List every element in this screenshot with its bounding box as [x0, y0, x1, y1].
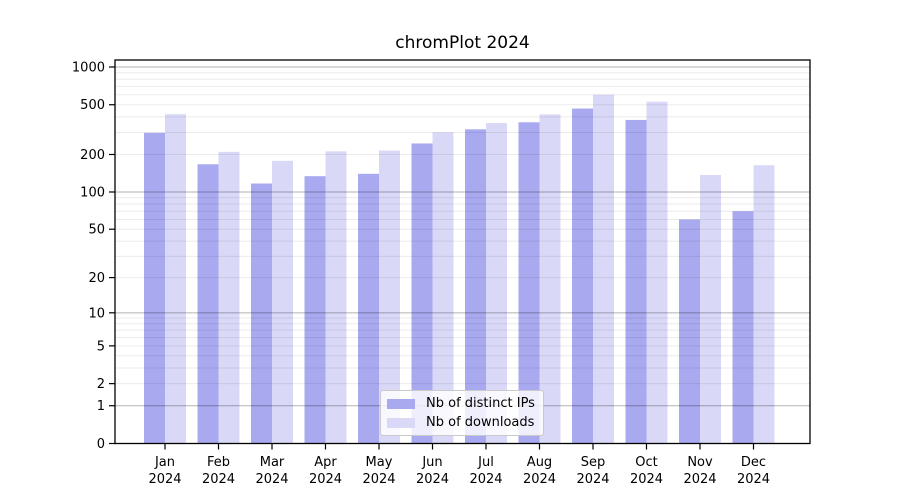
- bar-aug-downloads: [539, 114, 561, 444]
- bar-sep-downloads: [593, 94, 614, 444]
- bar-jul-downloads: [486, 123, 507, 444]
- x-tick-label-month: Jul: [477, 455, 494, 470]
- x-tick-label-year: 2024: [683, 472, 716, 487]
- bar-oct-distinct-ips: [625, 119, 647, 444]
- y-tick-label: 1: [97, 399, 105, 414]
- x-tick-label-year: 2024: [202, 472, 235, 487]
- bar-sep-distinct-ips: [572, 108, 593, 444]
- chart-title: chromPlot 2024: [395, 33, 530, 53]
- x-tick-label-month: Apr: [314, 455, 337, 470]
- bar-aug-distinct-ips: [518, 122, 540, 444]
- x-tick-label-month: Mar: [260, 455, 285, 470]
- x-tick-label-year: 2024: [576, 472, 609, 487]
- x-tick-label-month: Jan: [154, 455, 175, 470]
- x-tick-label-year: 2024: [630, 472, 663, 487]
- y-tick-label: 20: [88, 271, 105, 286]
- y-tick-label: 5: [97, 339, 105, 354]
- bar-feb-distinct-ips: [197, 164, 219, 444]
- x-tick-label-month: Feb: [207, 455, 230, 470]
- bar-jun-downloads: [432, 132, 454, 444]
- x-tick-label-month: Oct: [635, 455, 657, 470]
- bar-dec-downloads: [753, 165, 775, 444]
- y-tick-label: 10: [88, 306, 105, 321]
- bar-jul-distinct-ips: [465, 129, 486, 444]
- x-tick-label-month: Jun: [421, 455, 442, 470]
- x-tick-label-year: 2024: [362, 472, 395, 487]
- legend: Nb of distinct IPs Nb of downloads: [380, 390, 544, 436]
- x-tick-label-month: Aug: [527, 455, 552, 470]
- x-tick-label-month: May: [366, 455, 393, 470]
- y-tick-label: 50: [88, 223, 105, 238]
- x-tick-label-year: 2024: [737, 472, 770, 487]
- plot-frame: [114, 59, 811, 445]
- x-tick-label-year: 2024: [523, 472, 556, 487]
- bar-dec-distinct-ips: [732, 211, 754, 444]
- bar-mar-distinct-ips: [251, 183, 272, 444]
- bar-apr-downloads: [325, 151, 347, 444]
- y-tick-label: 100: [80, 185, 105, 200]
- x-tick-label-year: 2024: [309, 472, 342, 487]
- y-tick-label: 200: [80, 148, 105, 163]
- y-tick-label: 2: [97, 377, 105, 392]
- x-tick-label-month: Nov: [687, 455, 713, 470]
- x-tick-label-month: Sep: [581, 455, 606, 470]
- legend-item-distinct-ips: Nb of distinct IPs: [387, 396, 537, 411]
- y-tick-label: 500: [80, 98, 105, 113]
- bar-nov-distinct-ips: [679, 219, 700, 444]
- bar-apr-distinct-ips: [304, 176, 326, 444]
- legend-swatch-distinct-ips: [387, 398, 415, 409]
- bar-feb-downloads: [218, 151, 240, 444]
- x-tick-label-year: 2024: [416, 472, 449, 487]
- legend-label-distinct-ips: Nb of distinct IPs: [426, 396, 535, 411]
- x-tick-label-year: 2024: [148, 472, 181, 487]
- bar-may-distinct-ips: [358, 173, 379, 444]
- legend-label-downloads: Nb of downloads: [426, 415, 535, 430]
- bar-oct-downloads: [646, 101, 668, 444]
- bar-jan-downloads: [165, 114, 186, 444]
- bar-may-downloads: [379, 150, 400, 444]
- bar-jan-distinct-ips: [144, 132, 165, 444]
- y-tick-label: 1000: [72, 61, 105, 76]
- bar-mar-downloads: [272, 160, 293, 444]
- bar-nov-downloads: [700, 174, 721, 444]
- x-tick-label-year: 2024: [255, 472, 288, 487]
- x-tick-label-month: Dec: [741, 455, 766, 470]
- y-tick-label: 0: [97, 437, 105, 452]
- legend-item-downloads: Nb of downloads: [387, 415, 537, 430]
- bar-jun-distinct-ips: [411, 143, 433, 444]
- legend-swatch-downloads: [387, 417, 415, 428]
- x-tick-label-year: 2024: [469, 472, 502, 487]
